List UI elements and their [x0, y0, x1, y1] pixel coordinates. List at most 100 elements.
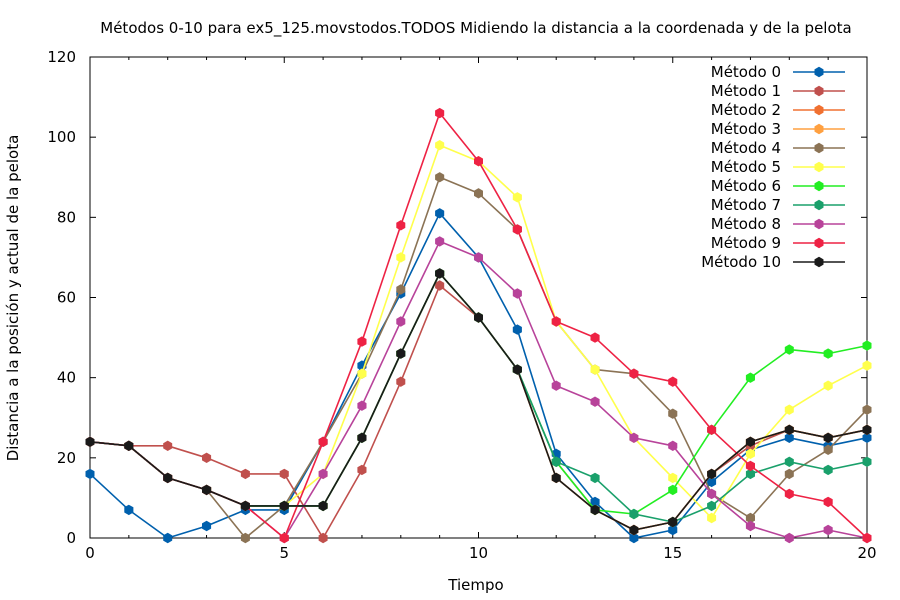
data-point — [551, 380, 561, 391]
data-point — [862, 424, 872, 435]
data-point — [435, 107, 445, 119]
data-point — [396, 376, 406, 387]
data-point — [318, 468, 328, 480]
data-point — [474, 188, 483, 199]
data-point — [862, 532, 872, 544]
x-tick-label: 10 — [469, 544, 488, 562]
data-point — [862, 432, 872, 443]
legend-label: Método 9 — [711, 234, 781, 252]
data-point — [784, 404, 794, 415]
data-point — [474, 252, 483, 263]
data-point — [862, 360, 872, 371]
y-axis-label: Distancia a la posición y actual de la p… — [4, 135, 22, 462]
data-point — [707, 500, 717, 512]
data-point — [85, 436, 95, 447]
data-point — [707, 468, 717, 480]
series-6 — [85, 268, 872, 520]
data-point — [163, 532, 173, 544]
data-point — [435, 208, 445, 219]
legend-label: Método 6 — [711, 177, 781, 195]
data-point — [202, 520, 212, 532]
data-point — [784, 488, 794, 500]
data-point — [590, 364, 600, 375]
data-point — [124, 440, 134, 451]
legend-label: Método 1 — [711, 82, 781, 100]
data-point — [745, 448, 755, 459]
x-tick-label: 20 — [857, 544, 876, 562]
series-3 — [85, 268, 872, 536]
legend-label: Método 4 — [711, 139, 781, 157]
data-point — [629, 532, 639, 544]
data-point — [629, 524, 639, 536]
data-point — [668, 484, 678, 496]
legend-label: Método 7 — [711, 196, 781, 214]
data-point — [707, 512, 717, 524]
x-tick-label: 15 — [663, 544, 682, 562]
data-point — [435, 140, 445, 151]
data-point — [823, 444, 833, 455]
data-point — [668, 408, 678, 419]
series-8 — [85, 236, 872, 544]
data-point — [551, 456, 561, 467]
data-point — [823, 348, 833, 359]
data-point — [668, 440, 678, 451]
data-point — [318, 532, 328, 544]
data-point — [357, 400, 367, 411]
data-point — [357, 464, 367, 476]
data-point — [396, 220, 406, 231]
data-point — [745, 512, 755, 524]
data-point — [745, 460, 755, 472]
legend-marker — [814, 104, 824, 116]
data-point — [202, 452, 212, 463]
data-point — [784, 424, 794, 435]
legend-label: Método 0 — [711, 63, 781, 81]
data-point — [512, 224, 522, 235]
data-point — [823, 524, 833, 536]
data-point — [823, 464, 833, 476]
data-point — [396, 284, 406, 295]
data-point — [668, 472, 678, 484]
series-10 — [85, 268, 872, 536]
data-point — [590, 496, 600, 508]
data-point — [784, 468, 794, 480]
data-point — [85, 468, 95, 480]
data-point — [668, 376, 678, 387]
data-point — [784, 432, 794, 443]
legend-label: Método 10 — [701, 253, 781, 271]
data-point — [862, 340, 872, 351]
data-point — [823, 496, 833, 508]
data-point — [745, 372, 755, 383]
data-point — [318, 436, 328, 447]
chart-title: Métodos 0-10 para ex5_125.movstodos.TODO… — [100, 19, 851, 38]
y-tick-label: 100 — [47, 128, 76, 146]
x-axis-label: Tiempo — [447, 576, 503, 594]
data-point — [551, 316, 561, 327]
data-point — [396, 316, 406, 327]
data-point — [862, 404, 872, 415]
data-point — [512, 364, 522, 375]
y-tick-label: 0 — [66, 529, 76, 547]
data-point — [396, 252, 406, 263]
legend-marker — [814, 256, 824, 268]
legend-marker — [814, 161, 824, 173]
data-point — [240, 468, 250, 480]
data-point — [629, 432, 639, 443]
data-point — [590, 332, 600, 343]
legend-label: Método 8 — [711, 215, 781, 233]
y-tick-label: 40 — [57, 369, 76, 387]
data-point — [629, 368, 639, 379]
data-point — [784, 532, 794, 544]
data-point — [784, 344, 794, 355]
y-tick-label: 80 — [57, 208, 76, 226]
data-point — [435, 280, 445, 291]
data-point — [279, 532, 289, 544]
data-point — [240, 500, 250, 512]
x-tick-label: 5 — [279, 544, 289, 562]
series-2 — [85, 268, 872, 536]
data-point — [357, 432, 367, 443]
data-point — [512, 192, 522, 203]
legend-label: Método 2 — [711, 101, 781, 119]
series-layer — [85, 107, 872, 544]
data-point — [707, 476, 717, 488]
